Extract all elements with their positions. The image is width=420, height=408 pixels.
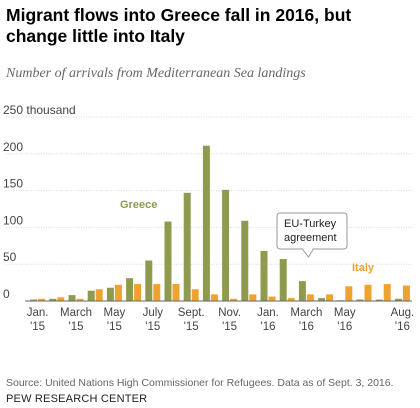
bar-italy — [95, 289, 103, 301]
bar-italy — [383, 284, 391, 301]
bar-greece — [126, 278, 134, 301]
bar-italy — [249, 294, 257, 301]
bar-italy — [114, 284, 122, 301]
x-tick-label: March — [290, 307, 322, 319]
annotation-text: agreement — [284, 232, 337, 244]
bar-chart: 0 50 100 150 200 250 thousand Jan. '15 March '15 M… — [3, 103, 415, 333]
x-tick-label-year: '15 — [107, 321, 122, 333]
bar-italy — [306, 294, 314, 301]
bar-greece — [106, 287, 114, 301]
x-tick-label: Sept. — [178, 307, 205, 319]
x-tick-label-year: '15 — [145, 321, 160, 333]
x-tick-label-year: '16 — [299, 321, 314, 333]
bar-greece — [260, 250, 268, 301]
chart-subtitle: Number of arrivals from Mediterranean Se… — [6, 66, 306, 81]
bar-italy — [326, 294, 334, 301]
bar-greece — [68, 295, 76, 301]
x-tick-label: Aug. — [391, 307, 415, 319]
bar-italy — [153, 284, 161, 301]
bar-italy — [210, 294, 218, 301]
x-tick-label: March — [60, 307, 92, 319]
x-tick-label: May — [104, 307, 126, 319]
x-tick-label-year: '16 — [337, 321, 352, 333]
legend-greece: Greece — [120, 199, 157, 211]
x-tick-label-year: '16 — [395, 321, 410, 333]
x-tick-label: Nov. — [218, 307, 241, 319]
y-tick-label: 150 — [3, 177, 23, 191]
bar-italy — [57, 297, 65, 301]
x-tick-label-year: '16 — [261, 321, 276, 333]
x-tick-label-year: '15 — [184, 321, 199, 333]
bar-greece — [356, 299, 364, 301]
bar-italy — [230, 298, 238, 301]
y-tick-label: 250 thousand — [3, 103, 76, 117]
bar-italy — [287, 298, 295, 301]
bar-greece — [279, 259, 287, 301]
source-note: Source: United Nations High Commissioner… — [6, 377, 394, 389]
bar-italy — [364, 284, 372, 301]
bar-italy — [268, 296, 276, 301]
bar-greece — [49, 298, 57, 301]
chart-title: Migrant flows into Greece fall in 2016, … — [6, 5, 352, 46]
y-tick-label: 200 — [3, 140, 23, 154]
y-tick-label: 100 — [3, 213, 23, 227]
bar-greece — [241, 220, 249, 301]
bar-italy — [76, 298, 84, 301]
x-tick-label-year: '15 — [30, 321, 45, 333]
x-tick-label: May — [334, 307, 356, 319]
x-tick-label: July — [143, 307, 164, 319]
bar-italy — [172, 284, 180, 301]
bar-greece — [164, 221, 172, 301]
bar-greece — [202, 145, 210, 301]
x-tick-label: Jan. — [27, 307, 49, 319]
bar-greece — [222, 189, 230, 301]
bar-greece — [375, 299, 383, 301]
y-tick-label: 50 — [3, 250, 17, 264]
bar-greece — [394, 298, 402, 301]
bar-greece — [318, 298, 326, 301]
bar-greece — [183, 192, 191, 301]
annotation-text: EU-Turkey — [284, 218, 337, 230]
organization-name: PEW RESEARCH CENTER — [6, 393, 148, 405]
annotation-pointer — [302, 248, 314, 258]
y-tick-label: 0 — [3, 287, 10, 301]
bar-italy — [134, 284, 142, 301]
x-tick-label-year: '15 — [69, 321, 84, 333]
bar-italy — [191, 289, 199, 301]
bar-greece — [145, 260, 153, 301]
x-tick-label-year: '15 — [222, 321, 237, 333]
legend-italy: Italy — [352, 262, 375, 274]
bar-italy — [38, 298, 46, 301]
bar-italy — [402, 285, 410, 301]
bar-greece — [30, 299, 38, 301]
bar-italy — [345, 286, 353, 301]
bar-greece — [87, 290, 95, 301]
bar-greece — [298, 281, 306, 301]
x-tick-label: Jan. — [257, 307, 279, 319]
